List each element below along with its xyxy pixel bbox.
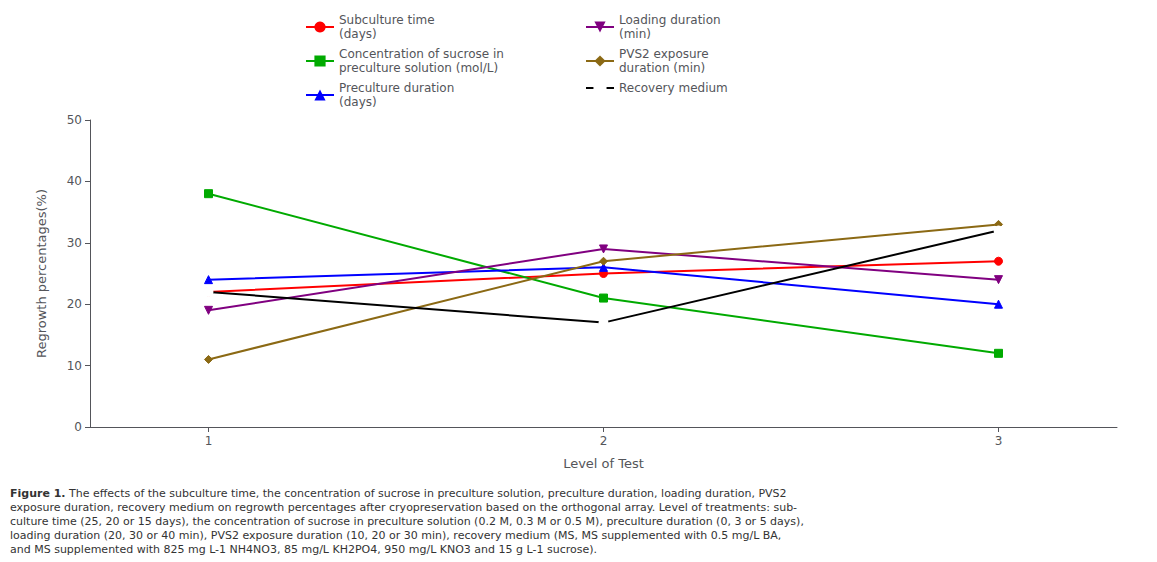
svg-text:Loading duration: Loading duration [619, 13, 721, 27]
svg-text:(days): (days) [339, 27, 377, 41]
svg-text:20: 20 [67, 297, 82, 311]
svg-text:3: 3 [995, 434, 1003, 448]
svg-text:Regrowth percentages(%): Regrowth percentages(%) [34, 189, 49, 358]
svg-text:0: 0 [74, 420, 82, 434]
svg-text:50: 50 [67, 113, 82, 127]
svg-text:preculture solution (mol/L): preculture solution (mol/L) [339, 61, 498, 75]
svg-text:and MS supplemented with 825 m: and MS supplemented with 825 mg L-1 NH4N… [10, 543, 597, 556]
svg-text:2: 2 [600, 434, 608, 448]
svg-text:Subculture time: Subculture time [339, 13, 435, 27]
svg-text:The effects of the subculture: The effects of the subculture time, the … [66, 487, 787, 500]
svg-text:loading duration (20, 30 or 40: loading duration (20, 30 or 40 min), PVS… [10, 529, 781, 542]
svg-text:PVS2 exposure: PVS2 exposure [619, 47, 709, 61]
svg-text:1: 1 [205, 434, 213, 448]
svg-text:10: 10 [67, 359, 82, 373]
svg-text:culture time (25, 20 or 15 day: culture time (25, 20 or 15 days), the co… [10, 515, 804, 528]
svg-text:exposure duration, recovery me: exposure duration, recovery medium on re… [10, 501, 797, 514]
svg-text:(days): (days) [339, 95, 377, 109]
svg-text:Figure 1.: Figure 1. [10, 487, 66, 500]
svg-text:Level of Test: Level of Test [563, 456, 644, 471]
svg-text:Preculture duration: Preculture duration [339, 81, 454, 95]
svg-text:Concentration of sucrose in: Concentration of sucrose in [339, 47, 504, 61]
svg-text:30: 30 [67, 236, 82, 250]
svg-text:40: 40 [67, 174, 82, 188]
svg-text:duration (min): duration (min) [619, 61, 705, 75]
svg-text:(min): (min) [619, 27, 651, 41]
svg-text:Recovery medium: Recovery medium [619, 81, 728, 95]
